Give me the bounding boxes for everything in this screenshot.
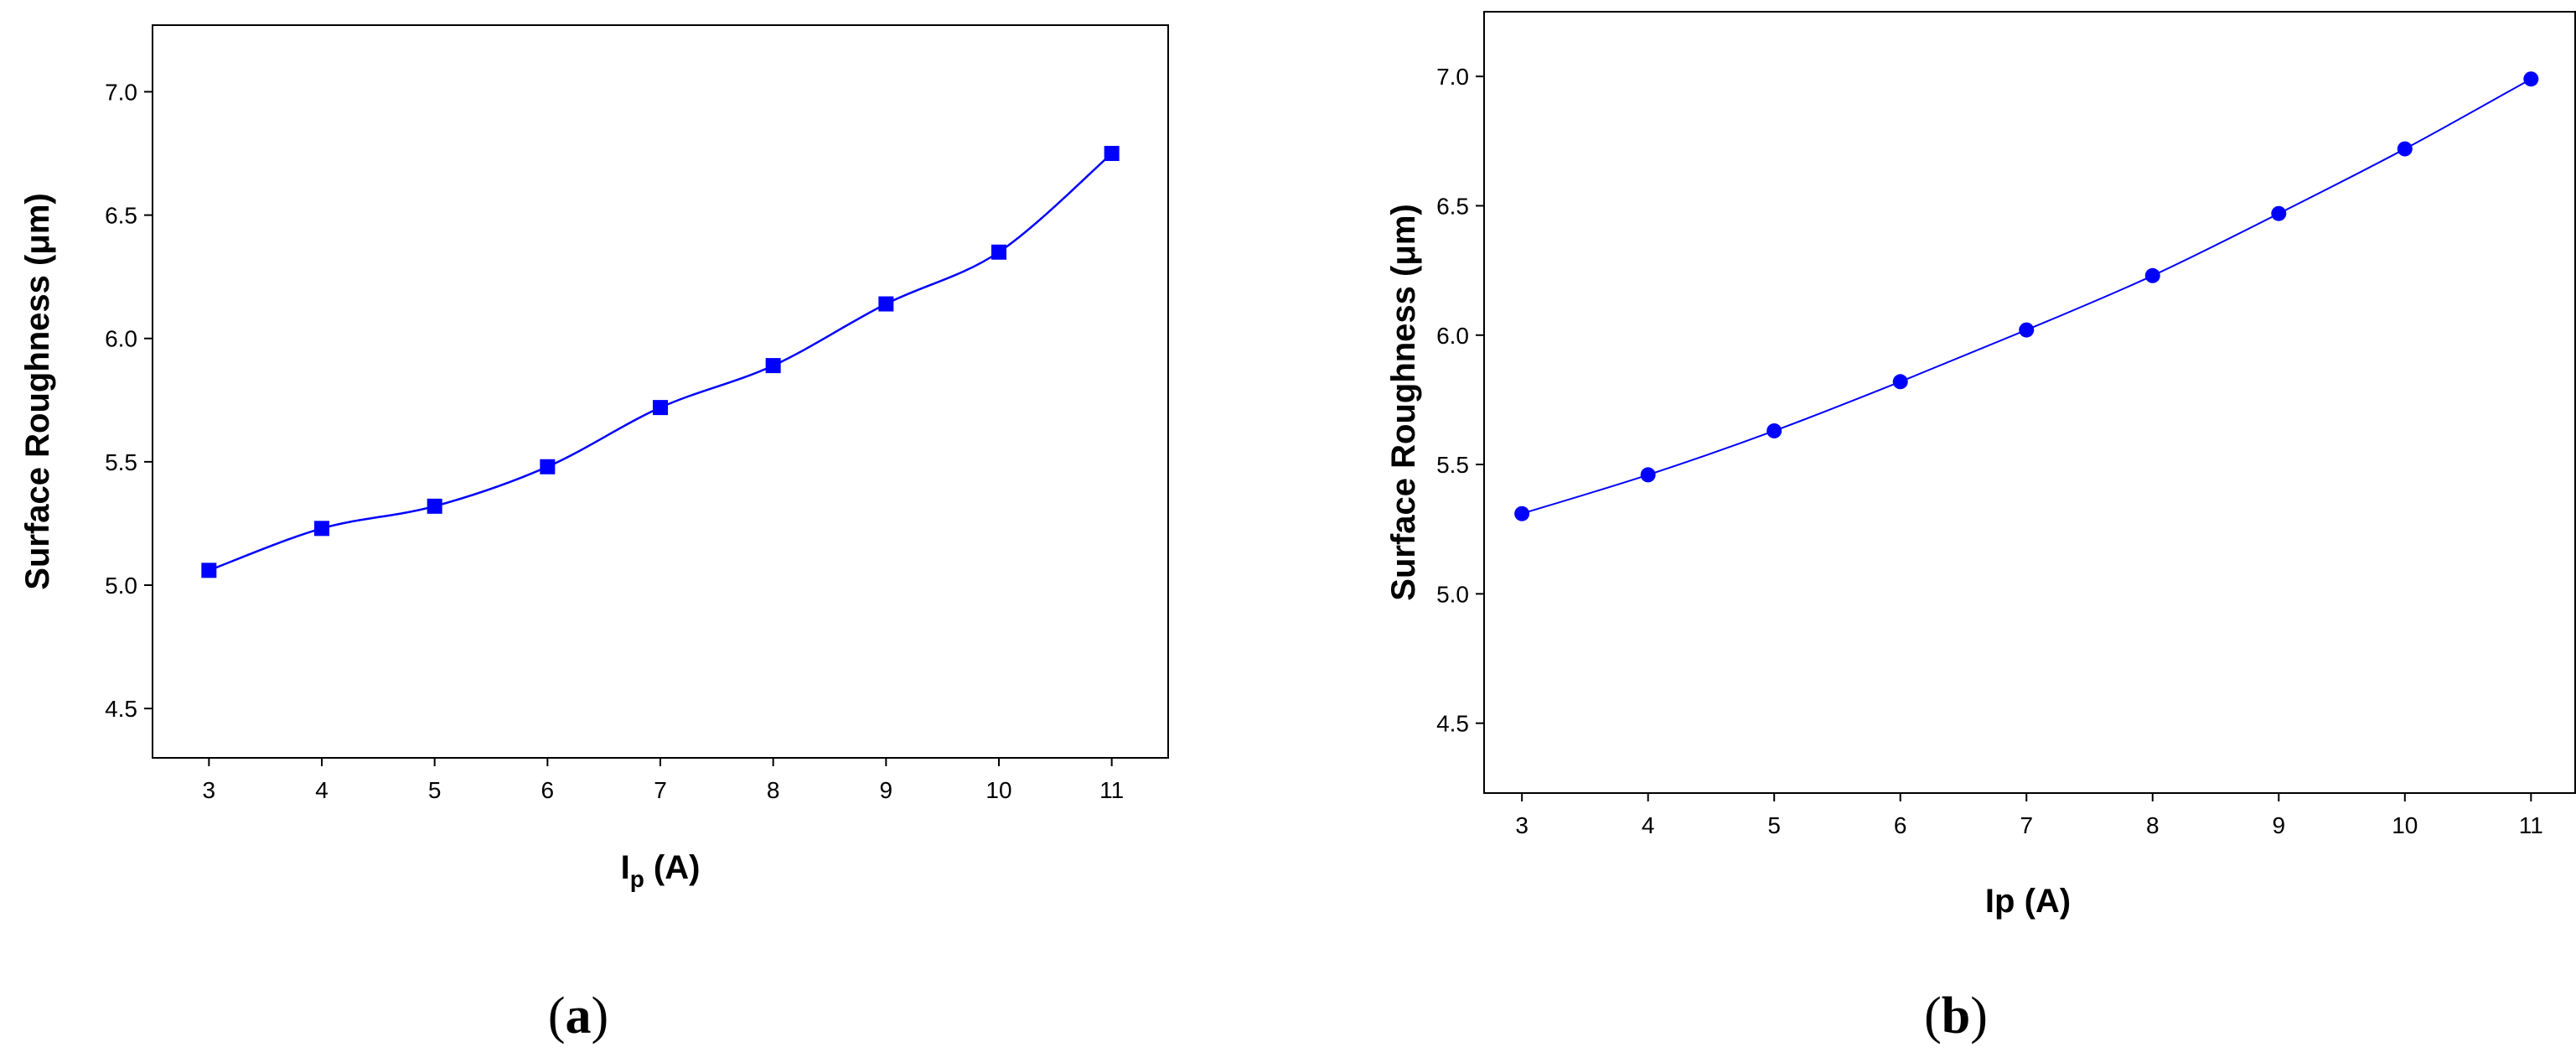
x-tick-label: 6: [1894, 812, 1907, 838]
y-tick-label: 5.5: [1436, 452, 1469, 478]
x-tick-label: 11: [1099, 777, 1124, 803]
x-ticks-b: 3 4 5 6 7 8 9 10 11: [1515, 793, 2543, 838]
y-tick-label: 5.5: [105, 449, 137, 475]
series-markers-a: [201, 146, 1120, 578]
data-point-marker: [878, 296, 894, 312]
y-ticks-a: 4.5 5.0 5.5 6.0 6.5 7.0: [105, 79, 153, 722]
data-point-marker: [2397, 141, 2413, 157]
panel-label-b: (b): [1924, 988, 1988, 1045]
x-tick-label: 6: [541, 777, 555, 803]
series-markers-b: [1514, 71, 2539, 521]
series-line-b: [1521, 78, 2532, 515]
data-point-marker: [1104, 146, 1120, 162]
x-tick-label: 4: [315, 777, 328, 803]
plot-frame-b: [1483, 11, 2576, 794]
x-tick-label: 5: [428, 777, 442, 803]
data-point-marker: [2271, 205, 2287, 221]
x-tick-label: 9: [880, 777, 893, 803]
chart-panel-b: 4.5 5.0 5.5 6.0 6.5 7.0 3 4 5 6 7 8 9 10 11 Ip (A) Su…: [1385, 11, 2576, 1045]
data-point-marker: [540, 459, 556, 474]
data-point-marker: [1640, 467, 1656, 483]
y-axis-title-a: Surface Roughness (μm): [19, 193, 56, 589]
data-point-marker: [1892, 374, 1908, 390]
x-tick-label: 4: [1642, 812, 1655, 838]
data-point-marker: [765, 358, 781, 374]
x-tick-label: 3: [203, 777, 216, 803]
y-axis-title-b: Surface Roughness (μm): [1385, 204, 1422, 600]
x-ticks-a: 3 4 5 6 7 8 9 10 11: [203, 758, 1124, 803]
x-tick-label: 11: [2519, 812, 2543, 838]
y-tick-label: 6.0: [105, 326, 137, 352]
data-point-marker: [427, 498, 442, 514]
series-line-a: [208, 153, 1113, 572]
y-tick-label: 7.0: [105, 79, 137, 105]
x-tick-label: 8: [2146, 812, 2160, 838]
data-point-marker: [1514, 506, 1530, 521]
panel-label-a: (a): [548, 988, 608, 1045]
data-point-marker: [201, 563, 217, 578]
plot-frame-a: [152, 24, 1169, 759]
y-tick-label: 6.0: [1436, 323, 1469, 349]
data-point-marker: [2019, 322, 2035, 338]
data-point-marker: [991, 244, 1006, 260]
y-tick-label: 5.0: [1436, 581, 1469, 607]
y-tick-label: 6.5: [1436, 193, 1469, 219]
y-tick-label: 5.0: [105, 573, 137, 599]
x-tick-label: 10: [2392, 812, 2418, 838]
y-tick-label: 4.5: [1436, 711, 1469, 737]
y-tick-label: 4.5: [105, 696, 137, 722]
data-point-marker: [1766, 423, 1782, 438]
x-tick-label: 8: [767, 777, 780, 803]
x-tick-label: 10: [985, 777, 1011, 803]
x-tick-label: 5: [1767, 812, 1781, 838]
chart-panel-a: 4.5 5.0 5.5 6.0 6.5 7.0 3 4 5 6 7 8 9 10 11 Ip (A) Su…: [19, 24, 1169, 1045]
data-point-marker: [2523, 71, 2539, 87]
x-tick-label: 7: [654, 777, 667, 803]
x-axis-title-b: Ip (A): [1985, 883, 2071, 920]
y-ticks-b: 4.5 5.0 5.5 6.0 6.5 7.0: [1436, 64, 1484, 737]
y-tick-label: 6.5: [105, 203, 137, 229]
x-axis-title-a: Ip (A): [621, 849, 701, 892]
data-point-marker: [314, 521, 329, 537]
x-tick-label: 3: [1515, 812, 1529, 838]
data-point-marker: [653, 400, 668, 416]
data-point-marker: [2144, 267, 2160, 283]
y-tick-label: 7.0: [1436, 64, 1469, 90]
x-tick-label: 9: [2272, 812, 2285, 838]
x-tick-label: 7: [2020, 812, 2033, 838]
